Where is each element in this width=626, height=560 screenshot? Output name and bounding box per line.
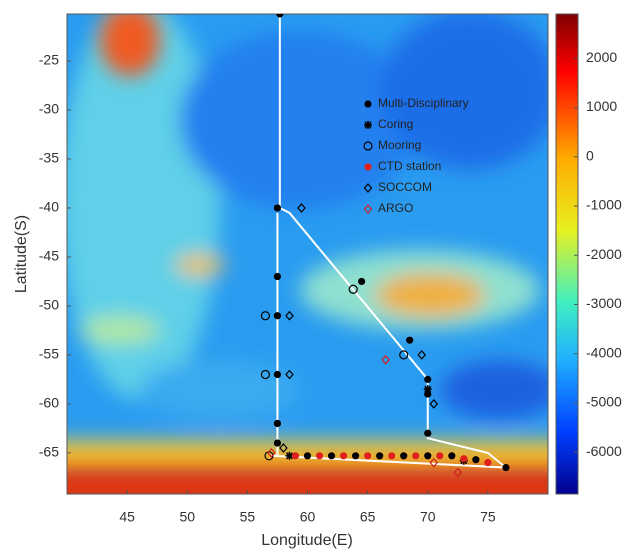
station-marker [274, 312, 281, 319]
legend-label: Coring [378, 117, 413, 131]
x-tick-label: 75 [480, 509, 496, 525]
legend-marker [364, 163, 371, 170]
x-axis-label: Longitude(E) [261, 532, 353, 549]
y-tick-label: -50 [39, 297, 59, 313]
station-marker [424, 376, 431, 383]
station-marker [502, 464, 509, 471]
legend-marker [364, 121, 372, 129]
station-marker [424, 452, 431, 459]
station-marker [484, 459, 491, 466]
station-marker [436, 452, 443, 459]
legend-marker [364, 100, 371, 107]
colorbar-tick-label: -5000 [586, 394, 622, 410]
station-marker [352, 452, 359, 459]
x-tick-label: 70 [420, 509, 436, 525]
station-marker [274, 420, 281, 427]
chart: Longitude(E) Latitude(S) 45 50 55 60 65 70 75 -… [0, 0, 626, 555]
y-tick-label: -25 [39, 52, 59, 68]
station-marker [472, 456, 479, 463]
x-tick-label: 65 [360, 509, 376, 525]
station-marker [376, 452, 383, 459]
station-marker [304, 452, 311, 459]
y-tick-label: -45 [39, 248, 59, 264]
station-marker [328, 452, 335, 459]
station-marker [424, 385, 432, 393]
colorbar-tick-label: -4000 [586, 344, 622, 360]
colorbar-tick-label: -1000 [586, 197, 622, 213]
colorbar-tick-label: -6000 [586, 443, 622, 459]
station-marker [292, 452, 299, 459]
station-marker [364, 452, 371, 459]
station-marker [274, 273, 281, 280]
bathymetry [40, 0, 600, 508]
x-tick-label: 45 [119, 509, 135, 525]
legend-label: Multi-Disciplinary [378, 96, 469, 110]
station-marker [274, 204, 281, 211]
station-marker [274, 439, 281, 446]
station-marker [316, 452, 323, 459]
station-marker [424, 430, 431, 437]
legend-label: ARGO [378, 201, 413, 215]
legend-label: Mooring [378, 138, 421, 152]
y-tick-label: -30 [39, 101, 59, 117]
station-marker [412, 452, 419, 459]
y-tick-label: -65 [39, 444, 59, 460]
colorbar-tick-label: -3000 [586, 295, 622, 311]
y-tick-label: -35 [39, 150, 59, 166]
colorbar-tick-label: 1000 [586, 98, 617, 114]
station-marker [460, 455, 467, 462]
legend-label: CTD station [378, 159, 441, 173]
legend-label: SOCCOM [378, 180, 432, 194]
y-axis-label: Latitude(S) [13, 215, 30, 293]
y-tick-label: -55 [39, 346, 59, 362]
colorbar [556, 14, 578, 494]
station-marker [388, 452, 395, 459]
y-tick-label: -40 [39, 199, 59, 215]
x-tick-label: 60 [300, 509, 316, 525]
x-tick-label: 50 [179, 509, 195, 525]
colorbar-tick-label: 2000 [586, 49, 617, 65]
station-marker [406, 337, 413, 344]
station-marker [358, 278, 365, 285]
station-marker [400, 452, 407, 459]
station-marker [274, 371, 281, 378]
x-tick-label: 55 [240, 509, 256, 525]
colorbar-tick-label: 0 [586, 147, 594, 163]
station-marker [448, 452, 455, 459]
y-tick-label: -60 [39, 395, 59, 411]
station-marker [340, 452, 347, 459]
colorbar-tick-label: -2000 [586, 246, 622, 262]
